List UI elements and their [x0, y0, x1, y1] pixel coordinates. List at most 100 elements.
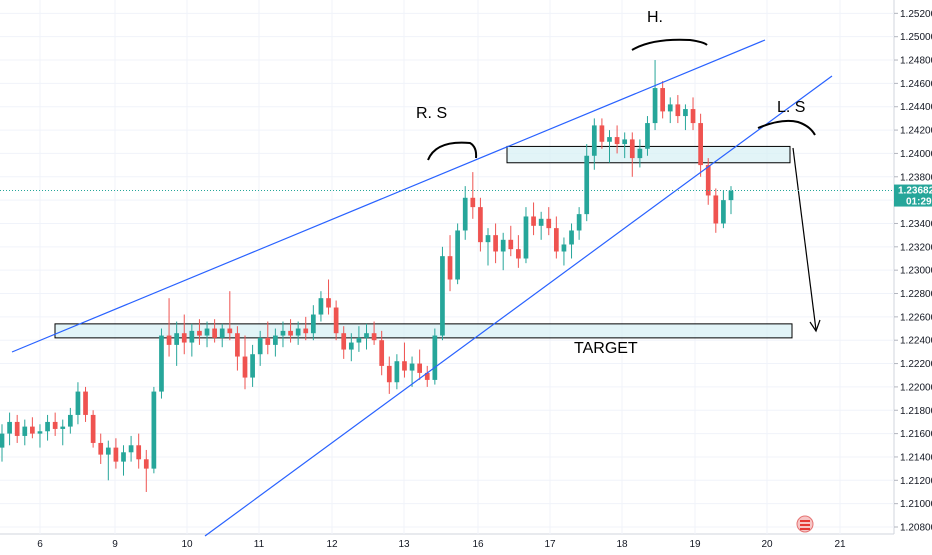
candle-body: [235, 333, 240, 357]
candle-body: [713, 195, 719, 224]
candle-body: [348, 342, 354, 350]
candle-body: [189, 330, 195, 343]
candle-body: [83, 391, 88, 415]
candle-body: [462, 197, 468, 231]
candle-body: [273, 335, 278, 345]
head-arc: [631, 38, 708, 51]
x-tick-label: 16: [472, 539, 484, 550]
y-tick-label: 1.22200: [900, 359, 932, 370]
tradingview-logo-icon[interactable]: [796, 515, 814, 533]
candle-body: [675, 104, 681, 117]
candle-body: [265, 337, 271, 345]
right-shoulder-label: R. S: [416, 105, 447, 122]
candle-body: [629, 139, 635, 159]
candle-body: [690, 109, 696, 124]
candle-body: [128, 445, 134, 453]
y-tick-label: 1.24200: [900, 126, 932, 137]
candle-body: [538, 218, 544, 226]
upper-trend-line[interactable]: [11, 39, 766, 353]
candle-body: [288, 330, 293, 336]
candle-body: [227, 328, 233, 334]
target-label: TARGET: [574, 340, 638, 357]
candle-layer: [0, 60, 734, 492]
y-tick-label: 1.21000: [900, 499, 932, 510]
candle-body: [561, 244, 567, 252]
candle-body: [683, 109, 688, 117]
y-tick-label: 1.21200: [900, 476, 932, 487]
candle-body: [341, 333, 347, 350]
drawings-layer: [11, 38, 833, 537]
candle-body: [204, 328, 210, 336]
candle-body: [546, 218, 552, 229]
candle-body: [7, 421, 12, 434]
candle-body: [455, 230, 460, 280]
candle-body: [409, 363, 415, 371]
candle-body: [166, 335, 172, 345]
candle-body: [591, 125, 597, 156]
candle-body: [516, 249, 521, 259]
candle-body: [432, 335, 438, 380]
y-tick-label: 1.24600: [900, 79, 932, 90]
candle-body: [151, 391, 157, 469]
y-tick-label: 1.21600: [900, 429, 932, 440]
y-tick-label: 1.21800: [900, 406, 932, 417]
target-arrow-line: [792, 147, 817, 331]
candle-body: [576, 214, 582, 231]
x-tick-label: 13: [398, 539, 410, 550]
candle-body: [303, 328, 309, 334]
candle-body: [75, 391, 81, 415]
y-tick-label: 1.25200: [900, 9, 932, 20]
candle-body: [310, 314, 316, 334]
right-shoulder-arc: [427, 141, 478, 161]
candle-body: [105, 447, 111, 455]
candle-body: [447, 256, 453, 280]
candle-body: [143, 459, 149, 469]
neckline-zone: [506, 145, 791, 164]
candle-body: [607, 137, 612, 142]
left-shoulder-arc: [757, 119, 816, 136]
candle-body: [45, 421, 50, 432]
candle-body: [295, 328, 301, 336]
candle-body: [356, 337, 362, 343]
y-tick-label: 1.25000: [900, 32, 932, 43]
candle-body: [705, 165, 711, 196]
left-shoulder-label: L. S: [777, 99, 805, 116]
candle-body: [531, 216, 536, 226]
candle-body: [440, 256, 445, 336]
candle-body: [121, 452, 126, 462]
logo-bar-top: [800, 520, 810, 522]
candle-body: [280, 330, 286, 336]
candle-body: [523, 216, 529, 259]
candle-body: [60, 426, 66, 429]
candle-body: [652, 88, 658, 124]
candle-body: [470, 197, 476, 208]
lower-trend-line[interactable]: [204, 75, 833, 537]
candle-body: [22, 426, 28, 436]
price-tag-value: 1.23682: [898, 186, 932, 197]
x-tick-label: 19: [689, 539, 701, 550]
candle-body: [333, 307, 339, 334]
x-tick-label: 10: [181, 539, 193, 550]
candle-body: [667, 104, 673, 112]
y-tick-label: 1.24800: [900, 56, 932, 67]
candle-body: [386, 365, 392, 383]
candle-body: [599, 125, 605, 142]
x-tick-label: 11: [254, 539, 265, 550]
candle-body: [721, 200, 726, 224]
candle-body: [30, 426, 35, 434]
candle-body: [622, 139, 628, 145]
price-tag-countdown: 01:29: [906, 197, 932, 208]
candle-body: [197, 330, 202, 336]
time-axis[interactable]: 6 9 10 11 12 13 16 17 18 19 20 21: [37, 0, 846, 550]
candle-body: [728, 190, 734, 201]
candle-body: [493, 235, 498, 252]
candle-body: [257, 337, 263, 355]
x-tick-label: 18: [616, 539, 628, 550]
candle-body: [326, 298, 331, 308]
y-tick-label: 1.23800: [900, 172, 932, 183]
y-tick-label: 1.23200: [900, 242, 932, 253]
y-tick-label: 1.21400: [900, 452, 932, 463]
